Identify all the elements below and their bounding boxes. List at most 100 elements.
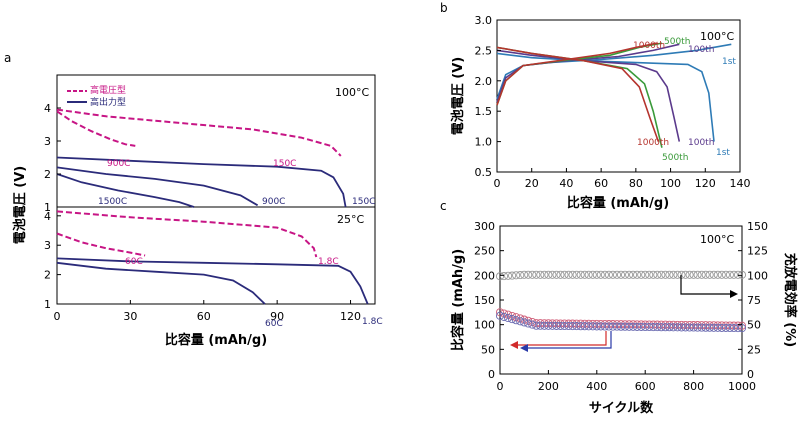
efficiency-arrow <box>680 275 730 295</box>
c-point-2-47 <box>685 323 694 332</box>
c-point-2-6 <box>520 318 529 327</box>
c-ytick-label-4: 200 <box>474 269 495 282</box>
a-bottom-series-label-2: 60C <box>265 319 283 329</box>
b-xtick-label-6: 120 <box>695 177 716 190</box>
panel-a-top-yticks: 1 2 3 4 <box>44 102 61 214</box>
panel-b-ylabel: 電池電圧 (V) <box>450 57 466 135</box>
b-xtick-label-2: 40 <box>559 177 573 190</box>
b-charge-1000th <box>496 42 657 106</box>
c-point-0-25 <box>596 270 605 279</box>
panel-b: 0.5 1.0 1.5 2.0 2.5 3.0 0 20 40 60 80 100 120 140 1s… <box>450 14 751 211</box>
c-point-2-5 <box>516 317 525 326</box>
a-xtick-label-1: 30 <box>123 310 137 323</box>
c-point-2-0 <box>495 311 505 320</box>
c-point-1-49 <box>693 321 702 330</box>
c-point-0-38 <box>649 270 658 279</box>
c-point-2-1 <box>499 312 509 321</box>
c-point-0-28 <box>608 270 617 279</box>
c-point-2-2 <box>504 313 513 323</box>
a-bottom-ytick-label-2: 3 <box>44 239 51 252</box>
b-ytick-label-3: 2.0 <box>475 75 493 88</box>
b-label-discharge-500th: 500th <box>662 153 688 163</box>
a-top-series-label-1: 150C <box>273 159 296 169</box>
c-point-2-27 <box>604 322 613 331</box>
c-point-1-17 <box>564 319 573 328</box>
c-right-ytick-label-4: 100 <box>747 269 768 282</box>
c-point-2-16 <box>560 321 569 331</box>
c-point-0-22 <box>584 270 593 279</box>
c-point-2-36 <box>641 322 650 332</box>
c-point-2-42 <box>665 323 674 332</box>
c-point-0-54 <box>713 270 722 279</box>
b-ytick-label-4: 2.5 <box>475 44 493 57</box>
c-point-1-15 <box>556 319 565 328</box>
c-point-0-21 <box>580 270 589 279</box>
a-xtick-label-2: 60 <box>197 310 211 323</box>
charge-arrow-head <box>510 341 518 349</box>
b-xtick-label-3: 60 <box>594 177 608 190</box>
a-top-ytick-label-3: 4 <box>44 102 51 115</box>
panel-a-series-labels: 900C 150C 1500C 900C 150C 60C 1.8C 60C 1.8C <box>98 159 383 329</box>
c-point-0-7 <box>524 270 533 279</box>
c-point-1-12 <box>544 319 553 328</box>
c-point-2-7 <box>524 319 533 328</box>
c-point-2-43 <box>669 323 678 332</box>
c-point-1-53 <box>709 321 718 330</box>
c-xtick-label-0: 0 <box>497 380 504 393</box>
panel-b-xticks: 0 20 40 60 80 100 120 140 <box>494 168 751 190</box>
c-point-2-56 <box>721 323 730 332</box>
c-point-2-4 <box>512 316 521 325</box>
c-point-1-34 <box>633 320 642 329</box>
c-point-0-46 <box>681 270 690 279</box>
c-point-2-38 <box>649 323 658 332</box>
c-point-1-52 <box>705 321 714 330</box>
c-point-2-57 <box>725 323 734 333</box>
c-point-1-31 <box>620 320 630 329</box>
c-point-1-26 <box>600 319 609 329</box>
c-point-0-39 <box>653 270 662 279</box>
panel-b-yticks: 0.5 1.0 1.5 2.0 2.5 3.0 <box>475 14 501 179</box>
c-point-0-33 <box>629 270 638 279</box>
a-top-curve-1 <box>56 108 342 157</box>
c-point-1-9 <box>532 319 541 328</box>
c-point-2-13 <box>548 321 557 330</box>
panel-b-frame <box>496 19 741 173</box>
c-point-2-10 <box>536 321 545 330</box>
a-top-series-label-3: 900C <box>262 197 285 207</box>
a-bottom-series-label-0: 60C <box>125 257 143 267</box>
c-point-0-23 <box>588 270 597 279</box>
c-point-1-59 <box>733 321 743 330</box>
c-point-1-16 <box>560 319 569 328</box>
panel-c-frame <box>499 225 743 375</box>
c-point-0-58 <box>729 270 738 279</box>
panel-c-ylabel: 比容量 (mAh/g) <box>450 249 466 351</box>
c-point-0-15 <box>556 270 565 279</box>
c-point-2-22 <box>584 322 593 331</box>
c-point-1-32 <box>625 320 634 329</box>
c-point-2-34 <box>633 322 642 331</box>
c-point-1-43 <box>669 320 678 329</box>
c-ytick-label-0: 0 <box>488 368 495 381</box>
c-point-0-43 <box>669 270 678 279</box>
a-top-curve-0 <box>56 110 136 147</box>
c-point-2-31 <box>620 322 630 331</box>
c-point-1-36 <box>641 320 650 329</box>
c-point-2-28 <box>608 322 617 331</box>
b-label-charge-500th: 500th <box>664 37 690 47</box>
a-bottom-ytick-label-0: 1 <box>44 298 51 311</box>
c-point-0-14 <box>552 270 561 279</box>
c-point-1-23 <box>588 319 597 328</box>
c-xtick-label-2: 400 <box>586 380 607 393</box>
c-point-2-30 <box>616 322 626 331</box>
c-point-2-51 <box>701 323 710 332</box>
b-discharge-1st <box>496 52 715 142</box>
c-right-ytick-label-3: 75 <box>747 294 761 307</box>
c-point-1-0 <box>495 308 505 317</box>
panel-c-points <box>495 270 747 333</box>
c-point-1-14 <box>552 319 561 328</box>
c-point-0-53 <box>709 270 718 279</box>
panel-c-yticks: 0 50 100 150 200 250 300 <box>474 220 504 381</box>
a-top-curve-3 <box>56 166 259 207</box>
c-point-0-0 <box>495 272 505 281</box>
c-point-0-4 <box>512 271 521 280</box>
